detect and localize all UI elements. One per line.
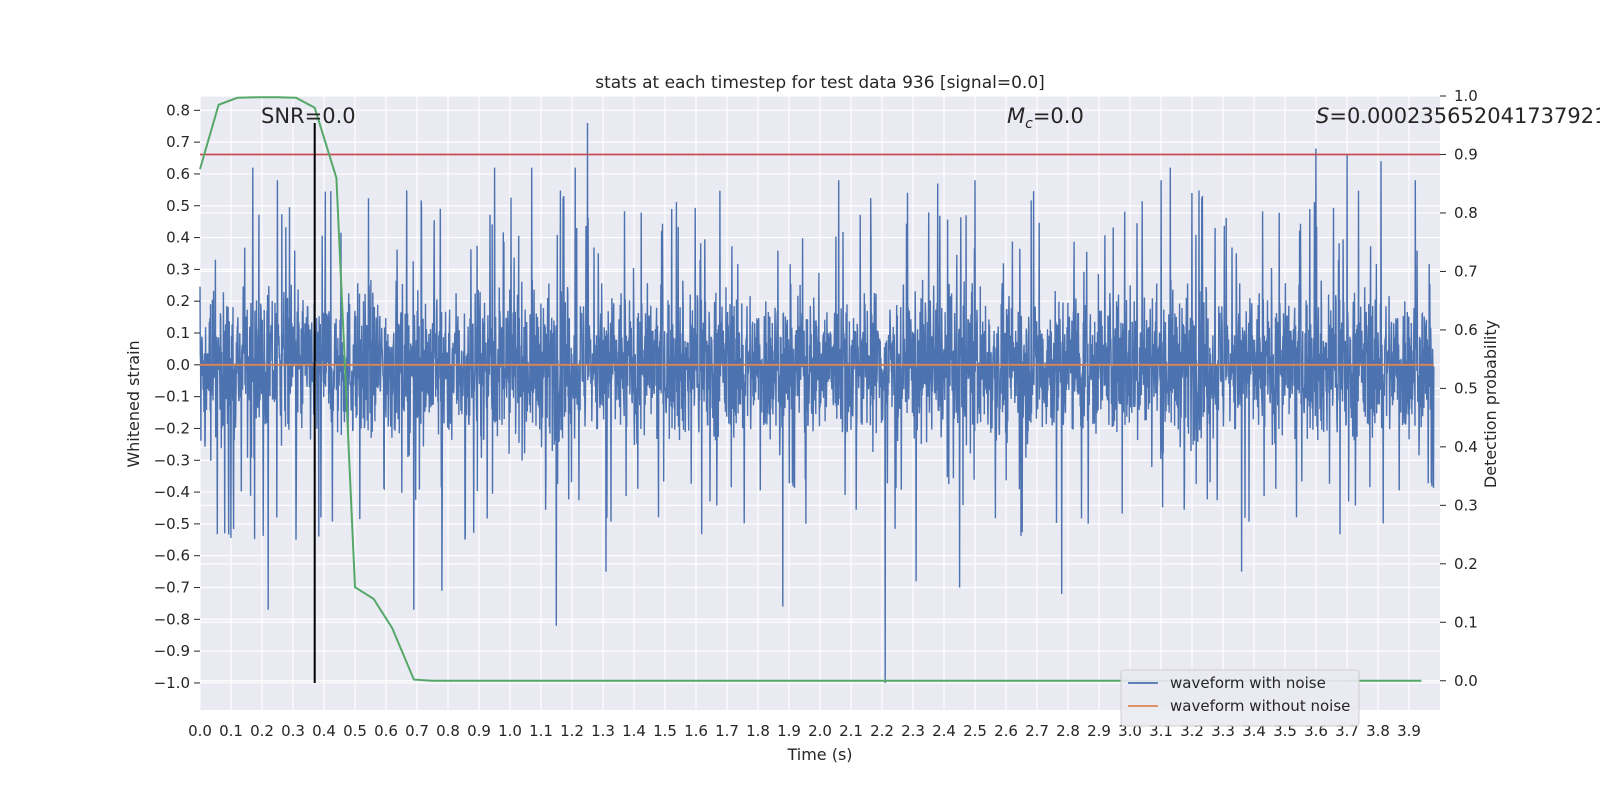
- y-tick-label: 0.2: [166, 292, 190, 310]
- right-y-tick-label: 0.9: [1454, 145, 1478, 163]
- y-tick-label: 0.5: [166, 197, 190, 215]
- x-tick-label: 1.7: [715, 722, 739, 740]
- s-symbol: S: [1316, 104, 1329, 128]
- x-tick-label: 1.1: [529, 722, 553, 740]
- y-tick-label: −0.9: [154, 642, 190, 660]
- legend-label-noisy: waveform with noise: [1170, 674, 1326, 692]
- right-y-tick-label: 0.1: [1454, 613, 1478, 631]
- y-tick-label: 0.1: [166, 324, 190, 342]
- y-tick-label: 0.0: [166, 356, 190, 374]
- noisy-waveform-series: [199, 122, 1435, 684]
- x-tick-label: 0.6: [374, 722, 398, 740]
- right-y-tick-label: 0.8: [1454, 204, 1478, 222]
- x-tick-label: 1.3: [591, 722, 615, 740]
- x-tick-label: 2.2: [870, 722, 894, 740]
- chart-title: stats at each timestep for test data 936…: [595, 73, 1045, 93]
- right-y-tick-label: 0.3: [1454, 496, 1478, 514]
- x-tick-label: 2.4: [932, 722, 956, 740]
- y-tick-label: −0.4: [154, 483, 190, 501]
- x-tick-label: 2.1: [839, 722, 863, 740]
- x-tick-label: 2.9: [1087, 722, 1111, 740]
- x-tick-label: 1.0: [498, 722, 522, 740]
- y-tick-label: 0.7: [166, 133, 190, 151]
- s-annotation: S=0.000235652041737921: [1316, 104, 1600, 128]
- probability-line: [199, 96, 1422, 682]
- x-tick-label: 1.6: [684, 722, 708, 740]
- y-tick-label: −0.2: [154, 419, 190, 437]
- right-y-axis-label: Detection probability: [1481, 320, 1500, 488]
- right-y-tick-label: 1.0: [1454, 87, 1478, 105]
- right-y-tick-label: 0.7: [1454, 262, 1478, 280]
- x-tick-label: 3.8: [1366, 722, 1390, 740]
- x-tick-label: 2.6: [994, 722, 1018, 740]
- x-tick-label: 0.1: [219, 722, 243, 740]
- x-tick-label: 0.3: [281, 722, 305, 740]
- x-tick-label: 2.8: [1056, 722, 1080, 740]
- x-tick-label: 0.0: [188, 722, 212, 740]
- right-y-tick-label: 0.2: [1454, 555, 1478, 573]
- x-tick-label: 1.8: [746, 722, 770, 740]
- right-y-tick-label: 0.4: [1454, 438, 1478, 456]
- y-tick-label: −0.8: [154, 610, 190, 628]
- x-tick-label: 1.4: [622, 722, 646, 740]
- right-y-tick-labels: 1.0 0.9 0.8 0.7 0.6 0.5 0.4 0.3 0.2 0.1 0.0: [1440, 87, 1478, 690]
- x-tick-label: 0.4: [312, 722, 336, 740]
- x-tick-label: 2.3: [901, 722, 925, 740]
- x-tick-labels: 0.0 0.1 0.2 0.3 0.4 0.5 0.6 0.7 0.8 0.9 1.0 1.1 1.2 1…: [188, 722, 1421, 740]
- snr-annotation: SNR=0.0: [261, 104, 356, 128]
- x-tick-label: 3.9: [1397, 722, 1421, 740]
- x-tick-label: 1.5: [653, 722, 677, 740]
- left-y-axis-label: Whitened strain: [124, 340, 143, 467]
- x-tick-label: 2.7: [1025, 722, 1049, 740]
- right-y-tick-label: 0.6: [1454, 321, 1478, 339]
- chirp-mass-subscript: c: [1025, 116, 1033, 132]
- x-tick-label: 0.5: [343, 722, 367, 740]
- probability-series: [199, 96, 1422, 682]
- right-y-tick-label: 0.0: [1454, 672, 1478, 690]
- left-y-tick-labels: 0.8 0.7 0.6 0.5 0.4 0.3 0.2 0.1 0.0 −0.1 −0.2 −0.3 −…: [154, 101, 200, 692]
- x-tick-label: 0.7: [405, 722, 429, 740]
- x-tick-label: 1.9: [777, 722, 801, 740]
- legend-label-clean: waveform without noise: [1170, 697, 1350, 715]
- y-tick-label: 0.4: [166, 229, 190, 247]
- chirp-mass-symbol: M: [1007, 104, 1025, 128]
- chirp-mass-value: =0.0: [1033, 104, 1084, 128]
- s-value: =0.000235652041737921: [1329, 104, 1600, 128]
- x-tick-label: 0.9: [467, 722, 491, 740]
- x-axis-label: Time (s): [786, 745, 852, 764]
- y-tick-label: −0.1: [154, 388, 190, 406]
- x-tick-label: 2.0: [808, 722, 832, 740]
- right-y-tick-label: 0.5: [1454, 379, 1478, 397]
- x-tick-label: 0.8: [436, 722, 460, 740]
- legend: waveform with noise waveform without noi…: [1120, 669, 1360, 727]
- y-tick-label: −0.7: [154, 579, 190, 597]
- y-gridlines: [200, 109, 1440, 684]
- y-tick-label: 0.6: [166, 165, 190, 183]
- legend-box: [1120, 669, 1360, 727]
- x-tick-label: 2.5: [963, 722, 987, 740]
- x-tick-label: 1.2: [560, 722, 584, 740]
- y-tick-label: −0.3: [154, 451, 190, 469]
- y-tick-label: 0.8: [166, 101, 190, 119]
- chirp-mass-annotation: Mc=0.0: [1007, 104, 1084, 132]
- noisy-waveform-line: [199, 122, 1435, 684]
- x-tick-label: 0.2: [250, 722, 274, 740]
- y-tick-label: −0.5: [154, 515, 190, 533]
- y-tick-label: −1.0: [154, 674, 190, 692]
- y-tick-label: −0.6: [154, 547, 190, 565]
- y-tick-label: 0.3: [166, 260, 190, 278]
